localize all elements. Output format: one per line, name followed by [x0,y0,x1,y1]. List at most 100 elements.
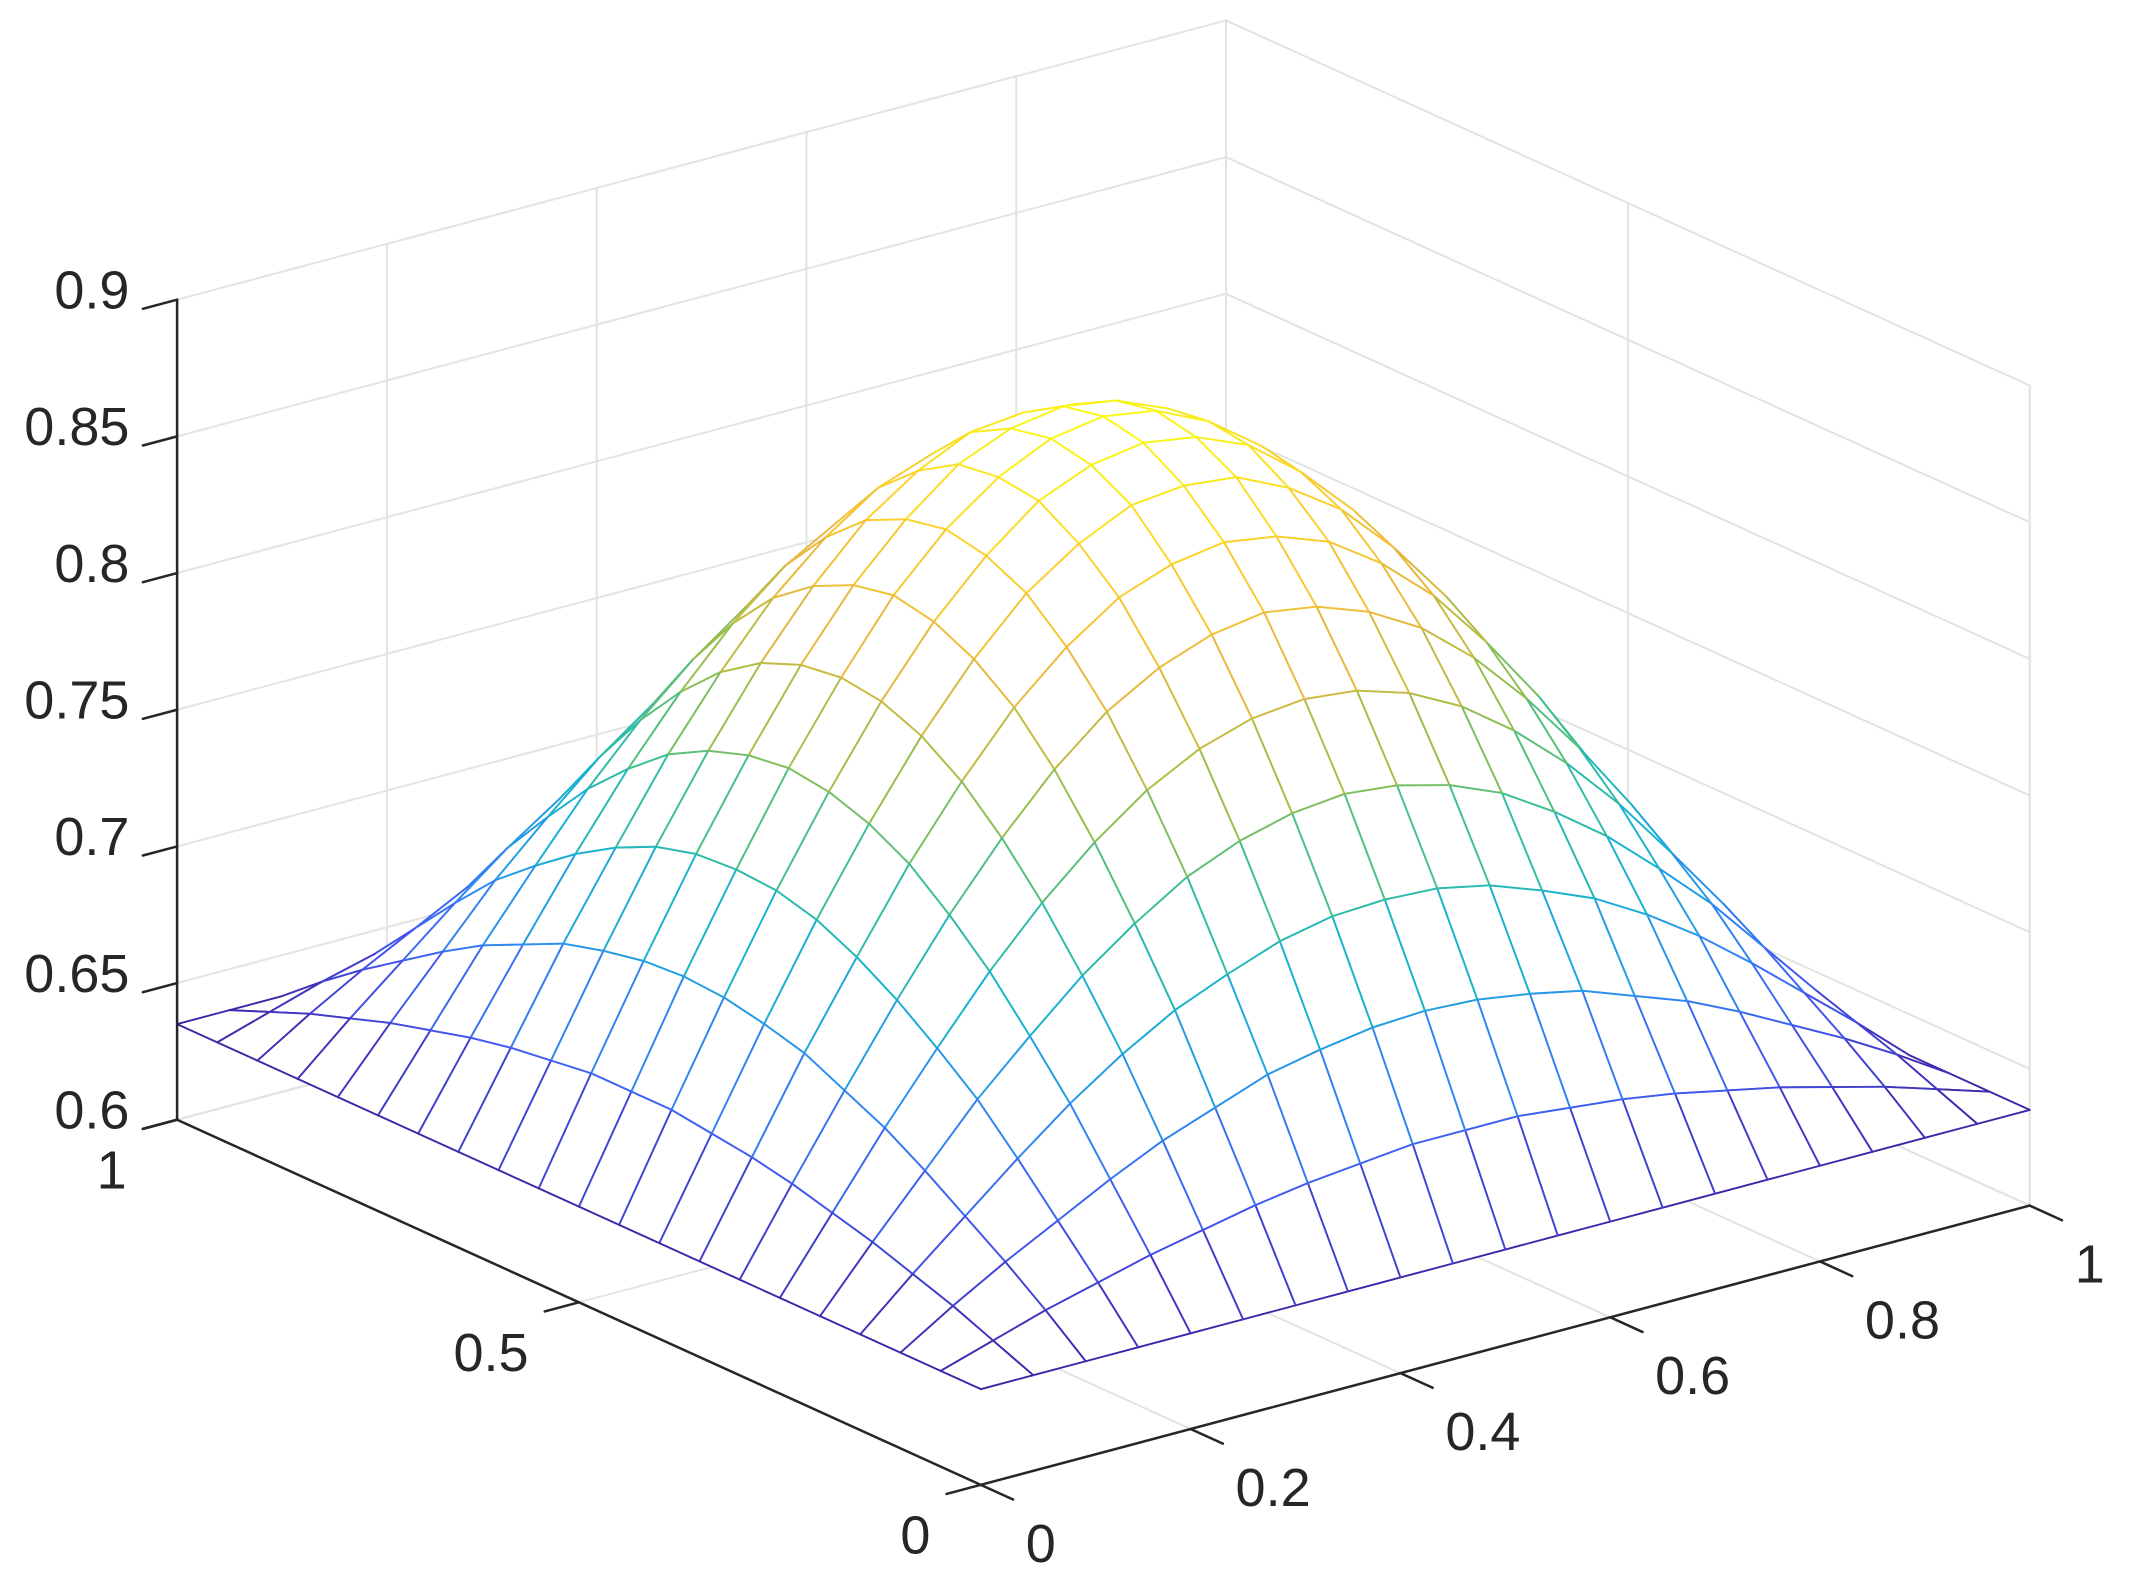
mesh-line [268,980,324,1013]
mesh-line [574,767,629,855]
mesh-line [791,1182,834,1214]
mesh-line [985,554,1028,595]
mesh-line [992,1309,1047,1342]
mesh-line [1041,841,1096,904]
mesh-line [979,1374,1035,1391]
mesh-line [679,622,734,693]
mesh-line [1565,762,1608,838]
mesh-line [1210,611,1266,636]
mesh-line [1097,1253,1152,1284]
mesh-line [682,868,738,978]
mesh-line [1661,1192,1717,1209]
mesh-line [896,998,939,1050]
mesh-line [522,852,577,946]
mesh-face [1174,974,1268,1108]
mesh-line [1565,762,1620,805]
mesh-face [458,1047,552,1171]
mesh-line [1513,729,1568,765]
mesh-line [1266,1073,1309,1184]
mesh-line [988,970,1031,1038]
mesh-line [586,719,642,790]
mesh-face [1622,1093,1716,1208]
mesh-line [1504,1234,1559,1251]
mesh-line [1556,1220,1612,1237]
mesh-line [731,564,787,625]
mesh-line [1686,1000,1729,1092]
mesh-line [1525,697,1568,765]
y-tick [543,1301,581,1313]
x-tick-label: 0.2 [1236,1458,1311,1518]
mesh-face [739,1183,833,1298]
mesh-line [506,797,561,850]
mesh-face [1223,536,1317,613]
mesh-line [778,1211,834,1299]
mesh-face [1239,813,1333,942]
mesh-line [1766,1164,1821,1181]
mesh-line [429,1029,472,1039]
mesh-line [1355,689,1398,787]
mesh-line [924,1098,979,1172]
mesh-face [1412,1130,1506,1264]
mesh-face [350,951,443,1024]
mesh-face [909,781,1002,915]
mesh-line [562,942,605,952]
mesh-face [257,1013,351,1079]
mesh-line [1069,1053,1124,1105]
mesh-face [1143,437,1237,486]
mesh-line [1593,897,1648,916]
mesh-line [1254,1204,1297,1307]
mesh-line [871,1241,914,1275]
mesh-line [1195,436,1238,479]
z-tick [141,845,179,857]
mesh-face [1045,1282,1139,1362]
mesh-line [1235,476,1290,489]
mesh-line [1516,1106,1571,1118]
axes: 00.20.40.60.8100.510.60.650.70.750.80.85… [24,261,2104,1574]
mesh-line [1605,835,1661,870]
mesh-line [880,620,935,703]
mesh-line [1210,633,1253,720]
mesh-line [1420,627,1475,659]
mesh-line [602,845,657,952]
mesh-face [764,919,857,1054]
mesh-line [735,767,790,871]
mesh-line [864,518,907,522]
mesh-line [1485,640,1540,698]
mesh-line [1226,973,1269,1076]
mesh-face [905,464,999,530]
mesh-line [1460,705,1503,794]
mesh-line [1605,835,1648,916]
mesh-line [1303,698,1346,795]
mesh-face [804,957,898,1091]
mesh-face [1010,406,1104,439]
mesh-line [562,846,617,945]
mesh-line [1371,1026,1414,1146]
mesh-line [1093,841,1136,925]
mesh-line [1142,436,1198,444]
mesh-face [1320,1027,1413,1164]
mesh-line [1154,409,1210,423]
mesh-line [868,735,923,825]
z-tick [141,1118,179,1131]
mesh-face [820,1242,913,1335]
mesh-face [297,1018,391,1098]
mesh-face [1486,641,1579,748]
mesh-face [1038,465,1132,544]
z-tick-label: 0.65 [24,944,129,1004]
x-tick [2028,1204,2064,1222]
mesh-face [998,438,1092,501]
mesh-line [1081,974,1124,1056]
mesh-line [964,1157,1019,1218]
mesh-line [1004,1260,1047,1312]
mesh-face [853,519,947,596]
mesh-face [643,853,737,977]
mesh-line [1420,627,1463,708]
mesh-line [1819,1150,1874,1167]
y-tick [945,1483,983,1496]
mesh-face [1014,647,1107,770]
mesh-face [1542,890,1635,996]
mesh-line [627,691,682,770]
mesh-line [1843,1037,1898,1056]
mesh-face [1292,793,1385,917]
mesh-line [1238,839,1281,943]
